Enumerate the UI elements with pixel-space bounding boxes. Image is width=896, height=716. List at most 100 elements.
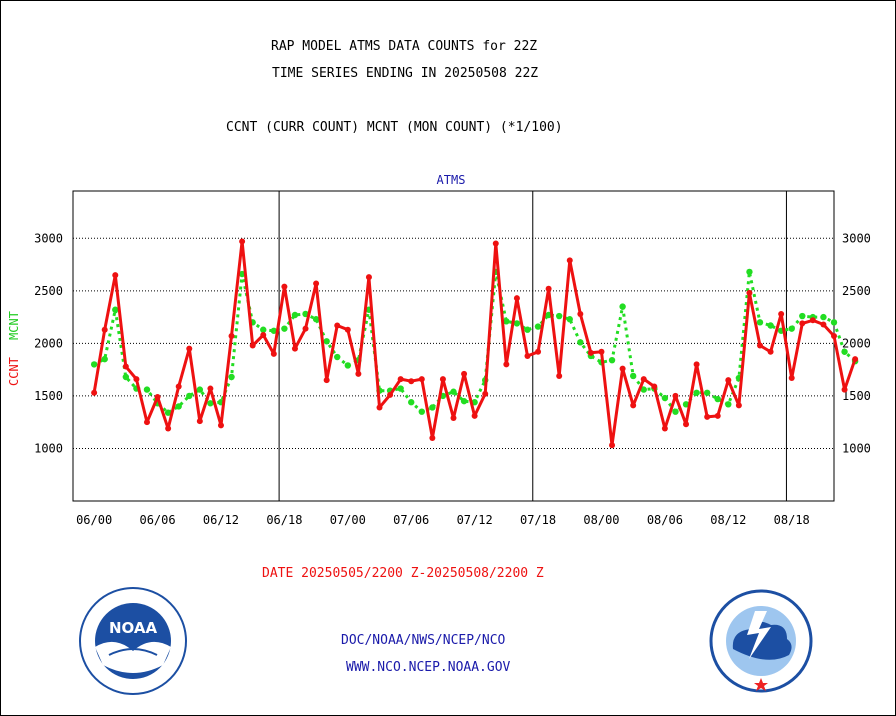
ccnt-point — [439, 376, 446, 383]
mcnt-point — [788, 325, 795, 332]
mcnt-point — [820, 313, 827, 321]
y-tick-label-left: 1500 — [34, 389, 63, 403]
noaa-logo-text: NOAA — [109, 619, 158, 637]
mcnt-point — [608, 356, 616, 364]
ccnt-point — [672, 392, 679, 399]
ccnt-point — [831, 333, 837, 340]
ccnt-point — [355, 370, 362, 377]
ccnt-point — [239, 238, 246, 245]
ccnt-point — [619, 365, 626, 372]
y-tick-label-right: 2000 — [842, 336, 871, 350]
mcnt-point — [260, 326, 267, 333]
y-tick-label-left: 2500 — [34, 284, 63, 298]
ccnt-point — [820, 321, 827, 328]
ccnt-point — [630, 402, 637, 409]
ccnt-point — [809, 317, 816, 324]
y-tick-label-right: 2500 — [842, 284, 871, 298]
x-tick-label: 08/06 — [647, 513, 683, 527]
ccnt-point — [577, 310, 584, 317]
mcnt-point — [767, 322, 774, 329]
ccnt-point — [482, 390, 489, 397]
y-axis-label-mcnt: MCNT — [7, 311, 21, 340]
chart-subtitle: CCNT (CURR COUNT) MCNT (MON COUNT) (*1/1… — [226, 120, 563, 135]
panel-title: ATMS — [437, 173, 466, 187]
mcnt-point — [334, 353, 341, 361]
ccnt-point — [661, 425, 668, 432]
ccnt-point — [767, 348, 774, 355]
y-tick-label-right: 3000 — [842, 231, 871, 245]
ccnt-point — [397, 376, 404, 383]
mcnt-point — [112, 306, 119, 313]
ccnt-point — [450, 414, 457, 421]
plot-frame — [72, 190, 835, 502]
ccnt-point — [429, 434, 436, 441]
ccnt-point — [609, 442, 616, 449]
mcnt-point — [703, 389, 711, 396]
mcnt-point — [756, 319, 764, 326]
ccnt-point — [101, 326, 108, 333]
mcnt-point — [619, 303, 626, 310]
ccnt-point — [376, 404, 383, 411]
ccnt-point — [228, 333, 235, 340]
mcnt-point — [122, 373, 130, 381]
mcnt-point — [841, 348, 848, 355]
ccnt-point — [545, 285, 552, 292]
ccnt-point — [714, 412, 721, 419]
ccnt-point — [207, 385, 214, 392]
mcnt-point — [238, 270, 246, 278]
mcnt-point — [270, 327, 278, 334]
ccnt-point — [651, 383, 658, 390]
mcnt-point — [101, 355, 108, 363]
ccnt-point — [471, 412, 478, 419]
day-separator-lines — [278, 191, 787, 501]
noaa-logo: NOAA — [79, 587, 187, 695]
y-tick-labels-left: 1000 1500 2000 2500 3000 — [34, 231, 63, 455]
website-link[interactable]: WWW.NCO.NCEP.NOAA.GOV — [346, 660, 511, 675]
mcnt-point — [429, 404, 436, 411]
y-tick-label-right: 1000 — [842, 441, 871, 455]
mcnt-point — [830, 319, 838, 326]
mcnt-point — [228, 373, 235, 381]
ccnt-point — [302, 325, 309, 332]
ccnt-point — [778, 310, 785, 317]
ccnt-point — [841, 386, 848, 393]
ccnt-point — [587, 349, 594, 356]
ccnt-point — [524, 352, 531, 359]
y-tick-label-right: 1500 — [842, 389, 871, 403]
ccnt-point — [725, 377, 732, 384]
ccnt-point — [408, 378, 415, 385]
mcnt-point — [566, 316, 573, 323]
ccnt-point — [122, 363, 129, 370]
mcnt-point — [725, 401, 732, 408]
ccnt-point — [249, 342, 256, 349]
org-path: DOC/NOAA/NWS/NCEP/NCO — [341, 633, 506, 648]
ccnt-point — [186, 345, 193, 352]
ccnt-point — [281, 283, 288, 290]
ccnt-point — [640, 376, 647, 383]
mcnt-point — [312, 316, 320, 323]
y-tick-labels-right: 1000 1500 2000 2500 3000 — [842, 231, 871, 455]
ccnt-point — [270, 350, 277, 357]
mcnt-point — [799, 312, 806, 320]
x-tick-label: 08/18 — [774, 513, 810, 527]
ccnt-point — [788, 375, 795, 382]
ccnt-point — [291, 345, 298, 352]
ccnt-point — [503, 361, 510, 368]
mcnt-point — [344, 362, 352, 369]
gridlines — [73, 237, 834, 449]
ccnt-point — [344, 326, 351, 333]
mcnt-point — [640, 386, 647, 393]
mcnt-point — [450, 388, 457, 395]
x-tick-label: 08/12 — [710, 513, 746, 527]
mcnt-point — [555, 312, 563, 320]
ccnt-point — [746, 289, 753, 296]
ccnt-point — [387, 391, 394, 398]
x-tick-label: 06/12 — [203, 513, 239, 527]
x-tick-label: 06/00 — [76, 513, 112, 527]
ccnt-point — [799, 320, 806, 327]
mcnt-point — [629, 372, 637, 380]
mcnt-point — [524, 326, 531, 333]
ccnt-point — [513, 295, 520, 302]
y-tick-label-left: 3000 — [34, 231, 63, 245]
